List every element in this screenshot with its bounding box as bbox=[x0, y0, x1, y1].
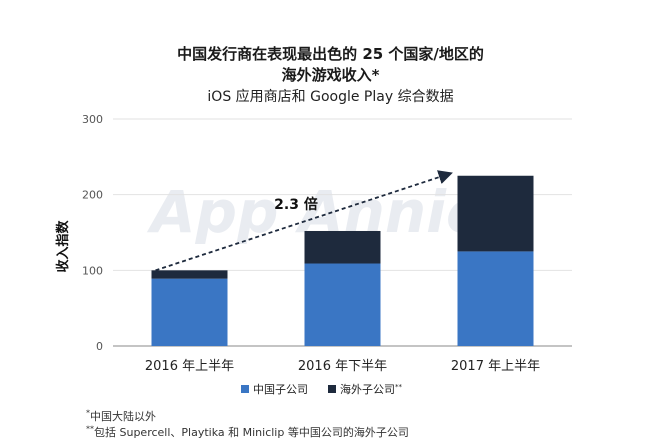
bar-segment-overseas bbox=[304, 230, 381, 264]
x-category-label: 2017 年上半年 bbox=[451, 359, 540, 374]
footnote-2: **包括 Supercell、Playtika 和 Miniclip 等中国公司… bbox=[86, 424, 409, 440]
footnote-1: *中国大陆以外 bbox=[86, 408, 156, 424]
footnote-1-text: 中国大陆以外 bbox=[90, 410, 156, 423]
growth-arrow bbox=[155, 170, 453, 272]
bar-segment-overseas bbox=[151, 270, 228, 279]
footnote-1-marker: * bbox=[86, 408, 90, 418]
footnote-2-marker: ** bbox=[86, 424, 94, 434]
legend-swatch bbox=[328, 385, 336, 393]
bars bbox=[151, 175, 534, 346]
chart-title-line1: 中国发行商在表现最出色的 25 个国家/地区的 bbox=[177, 45, 484, 63]
legend: 中国子公司 海外子公司** bbox=[241, 382, 403, 396]
legend-swatch bbox=[241, 385, 249, 393]
chart-subtitle: iOS 应用商店和 Google Play 综合数据 bbox=[207, 89, 454, 105]
bar-segment-overseas bbox=[457, 175, 534, 252]
chart-title-line2: 海外游戏收入* bbox=[281, 66, 380, 84]
axes: 0 100 200 300 收入指数 2016 年上半年 2016 年下半年 2017 年上半… bbox=[55, 113, 540, 374]
y-axis-label: 收入指数 bbox=[55, 220, 71, 273]
bar-segment-subsidiary bbox=[151, 278, 228, 346]
y-tick-label: 200 bbox=[82, 189, 103, 202]
y-tick-label: 100 bbox=[82, 264, 103, 277]
footnote-2-text: 包括 Supercell、Playtika 和 Miniclip 等中国公司的海… bbox=[94, 426, 409, 439]
y-tick-label: 0 bbox=[96, 340, 103, 353]
legend-label-marker: ** bbox=[395, 383, 403, 391]
bar-segment-subsidiary bbox=[457, 251, 534, 346]
x-category-label: 2016 年上半年 bbox=[145, 359, 234, 374]
legend-label: 中国子公司 bbox=[253, 383, 308, 396]
growth-annotation: 2.3 倍 bbox=[274, 196, 318, 213]
y-tick-label: 300 bbox=[82, 113, 103, 126]
bar-segment-subsidiary bbox=[304, 263, 381, 346]
x-category-label: 2016 年下半年 bbox=[298, 359, 387, 374]
legend-label: 海外子公司** bbox=[340, 382, 403, 396]
